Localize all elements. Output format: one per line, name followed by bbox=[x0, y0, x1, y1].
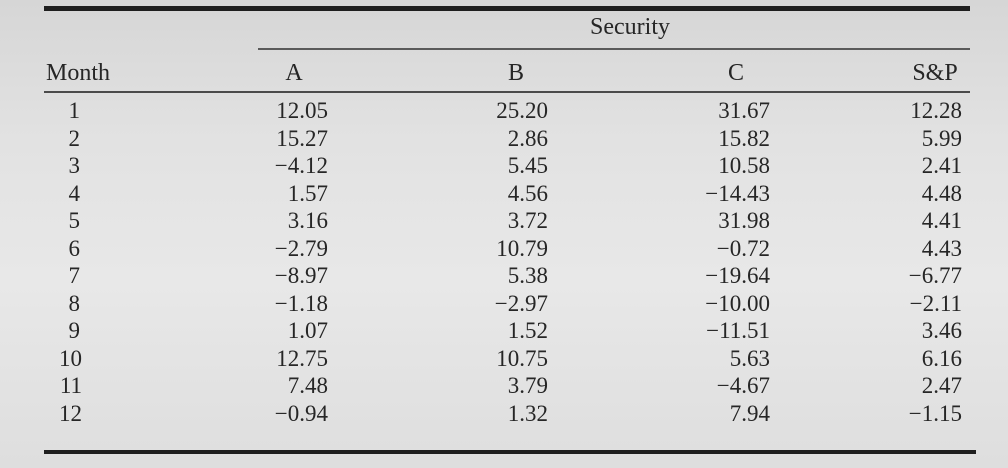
table-row: 8 −1.18 −2.97 −10.00 −2.11 bbox=[0, 290, 1008, 318]
security-c-cell: −0.72 bbox=[716, 235, 770, 261]
sp-cell: 2.41 bbox=[921, 153, 962, 178]
security-a-cell: −1.18 bbox=[274, 290, 328, 316]
security-c-cell: 5.63 bbox=[729, 345, 770, 371]
sp-cell: −2.11 bbox=[909, 290, 962, 316]
security-b-cell: 10.79 bbox=[496, 235, 548, 261]
sp-cell: 12.28 bbox=[910, 98, 962, 123]
security-c-cell: −10.00 bbox=[705, 290, 770, 316]
column-header-c: C bbox=[727, 60, 744, 86]
table-row: 1 12.05 25.20 31.67 12.28 bbox=[0, 97, 1008, 125]
security-c-cell: 10.58 bbox=[718, 153, 770, 178]
sp-cell: 4.41 bbox=[921, 208, 962, 233]
security-a-cell: −0.94 bbox=[274, 400, 328, 426]
sp-cell: 5.99 bbox=[921, 125, 962, 151]
group-header-rule bbox=[258, 48, 970, 50]
security-a-cell: 3.16 bbox=[287, 208, 328, 233]
security-a-cell: 7.48 bbox=[287, 373, 328, 398]
security-c-cell: 7.94 bbox=[729, 400, 770, 426]
security-c-cell: −4.67 bbox=[716, 373, 770, 398]
security-a-cell: 1.57 bbox=[287, 180, 328, 206]
sp-cell: −6.77 bbox=[908, 263, 962, 288]
security-b-cell: 25.20 bbox=[496, 98, 548, 123]
security-c-cell: −14.43 bbox=[705, 180, 770, 206]
security-a-cell: −2.79 bbox=[274, 235, 328, 261]
security-a-cell: 12.75 bbox=[276, 345, 328, 371]
security-c-cell: −11.51 bbox=[706, 318, 770, 343]
table-row: 2 15.27 2.86 15.82 5.99 bbox=[0, 125, 1008, 153]
sp-cell: −1.15 bbox=[908, 400, 962, 426]
top-rule bbox=[44, 6, 970, 11]
security-a-cell: 15.27 bbox=[276, 125, 328, 151]
sp-cell: 4.48 bbox=[921, 180, 962, 206]
security-b-cell: 10.75 bbox=[496, 345, 548, 371]
month-cell: 6 bbox=[68, 235, 81, 261]
table-row: 5 3.16 3.72 31.98 4.41 bbox=[0, 207, 1008, 235]
table-row: 4 1.57 4.56 −14.43 4.48 bbox=[0, 180, 1008, 208]
month-cell: 4 bbox=[68, 180, 81, 206]
security-b-cell: 1.52 bbox=[507, 318, 548, 343]
month-cell: 7 bbox=[68, 263, 81, 288]
table-row: 10 12.75 10.75 5.63 6.16 bbox=[0, 345, 1008, 373]
security-c-cell: 15.82 bbox=[718, 125, 770, 151]
table-body: 1 12.05 25.20 31.67 12.28 2 15.27 2.86 1… bbox=[0, 97, 1008, 427]
column-header-month: Month bbox=[46, 60, 111, 86]
month-cell: 8 bbox=[68, 290, 81, 316]
security-a-cell: 1.07 bbox=[287, 318, 328, 343]
month-cell: 10 bbox=[59, 345, 82, 371]
security-b-cell: −2.97 bbox=[494, 290, 548, 316]
security-b-cell: 2.86 bbox=[507, 125, 548, 151]
sp-cell: 3.46 bbox=[921, 318, 962, 343]
month-cell: 2 bbox=[68, 125, 81, 151]
security-a-cell: −4.12 bbox=[274, 153, 328, 178]
column-header-sp: S&P bbox=[912, 60, 958, 86]
table-row: 11 7.48 3.79 −4.67 2.47 bbox=[0, 372, 1008, 400]
column-header-a: A bbox=[285, 60, 303, 86]
table-row: 3 −4.12 5.45 10.58 2.41 bbox=[0, 152, 1008, 180]
security-b-cell: 5.38 bbox=[507, 263, 548, 288]
security-b-cell: 3.79 bbox=[507, 373, 548, 398]
column-header-b: B bbox=[507, 60, 524, 86]
security-c-cell: 31.98 bbox=[718, 208, 770, 233]
month-cell: 5 bbox=[68, 208, 81, 233]
month-cell: 12 bbox=[59, 400, 82, 426]
header-rule bbox=[44, 91, 970, 93]
month-cell: 11 bbox=[59, 373, 82, 398]
security-b-cell: 4.56 bbox=[507, 180, 548, 206]
security-c-cell: 31.67 bbox=[718, 98, 770, 123]
security-a-cell: 12.05 bbox=[276, 98, 328, 123]
security-b-cell: 5.45 bbox=[507, 153, 548, 178]
month-cell: 1 bbox=[68, 98, 81, 123]
month-cell: 9 bbox=[68, 318, 81, 343]
bottom-rule bbox=[44, 450, 976, 454]
sp-cell: 4.43 bbox=[921, 235, 962, 261]
security-b-cell: 3.72 bbox=[507, 208, 548, 233]
security-b-cell: 1.32 bbox=[507, 400, 548, 426]
table-row: 12 −0.94 1.32 7.94 −1.15 bbox=[0, 400, 1008, 428]
security-c-cell: −19.64 bbox=[705, 263, 770, 288]
month-cell: 3 bbox=[68, 153, 81, 178]
table-row: 9 1.07 1.52 −11.51 3.46 bbox=[0, 317, 1008, 345]
table-row: 6 −2.79 10.79 −0.72 4.43 bbox=[0, 235, 1008, 263]
table-row: 7 −8.97 5.38 −19.64 −6.77 bbox=[0, 262, 1008, 290]
sp-cell: 6.16 bbox=[921, 345, 962, 371]
security-a-cell: −8.97 bbox=[274, 263, 328, 288]
group-header-security: Security bbox=[590, 14, 670, 40]
sp-cell: 2.47 bbox=[921, 373, 962, 398]
